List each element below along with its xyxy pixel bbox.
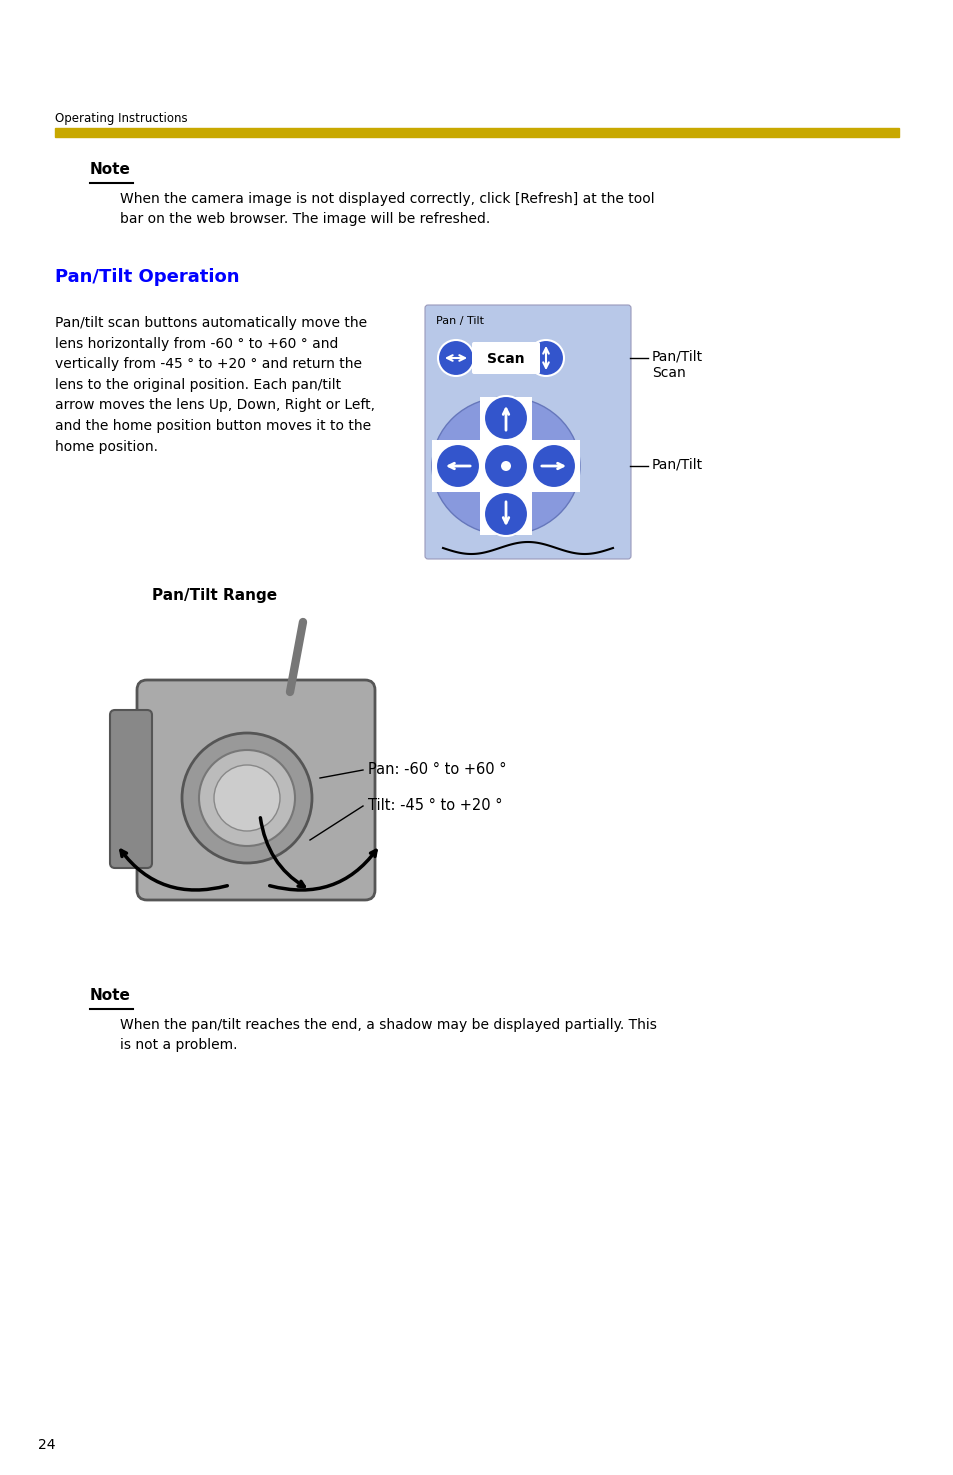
Circle shape <box>483 444 527 488</box>
Circle shape <box>500 462 511 471</box>
FancyBboxPatch shape <box>424 305 630 559</box>
Text: Pan/Tilt: Pan/Tilt <box>651 459 702 472</box>
Bar <box>432 440 579 493</box>
Text: When the pan/tilt reaches the end, a shadow may be displayed partially. This
is : When the pan/tilt reaches the end, a sha… <box>120 1018 657 1052</box>
Text: Note: Note <box>90 162 131 177</box>
FancyBboxPatch shape <box>137 680 375 900</box>
Text: Pan/Tilt Operation: Pan/Tilt Operation <box>55 268 239 286</box>
Text: When the camera image is not displayed correctly, click [Refresh] at the tool
ba: When the camera image is not displayed c… <box>120 192 654 226</box>
Circle shape <box>527 341 563 376</box>
Text: Scan: Scan <box>487 353 524 366</box>
Text: 24: 24 <box>38 1438 55 1451</box>
Circle shape <box>199 749 294 847</box>
Bar <box>479 397 532 535</box>
Text: Pan: -60 ° to +60 °: Pan: -60 ° to +60 ° <box>368 763 506 777</box>
FancyBboxPatch shape <box>472 342 539 375</box>
Circle shape <box>483 493 527 535</box>
Circle shape <box>483 395 527 440</box>
Circle shape <box>437 341 474 376</box>
Text: Tilt: -45 ° to +20 °: Tilt: -45 ° to +20 ° <box>368 798 502 813</box>
Bar <box>55 128 898 137</box>
FancyBboxPatch shape <box>110 709 152 867</box>
Text: Note: Note <box>90 988 131 1003</box>
Circle shape <box>532 444 576 488</box>
Ellipse shape <box>432 397 579 535</box>
Circle shape <box>436 444 479 488</box>
Circle shape <box>213 766 280 830</box>
Text: Pan / Tilt: Pan / Tilt <box>436 316 483 326</box>
Text: Pan/Tilt
Scan: Pan/Tilt Scan <box>651 350 702 381</box>
Circle shape <box>182 733 312 863</box>
Text: Pan/Tilt Range: Pan/Tilt Range <box>152 589 276 603</box>
Text: Operating Instructions: Operating Instructions <box>55 112 188 125</box>
Text: Pan/tilt scan buttons automatically move the
lens horizontally from -60 ° to +60: Pan/tilt scan buttons automatically move… <box>55 316 375 454</box>
